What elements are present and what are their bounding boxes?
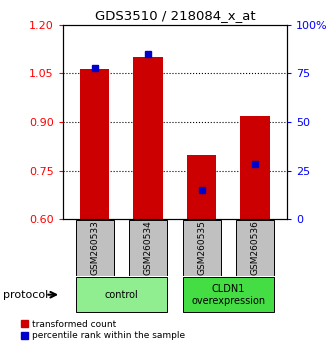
Text: CLDN1
overexpression: CLDN1 overexpression xyxy=(191,284,265,306)
Text: GSM260533: GSM260533 xyxy=(90,220,99,275)
Bar xyxy=(134,57,163,219)
Bar xyxy=(182,277,274,312)
Bar xyxy=(76,220,114,275)
Bar xyxy=(129,220,167,275)
Legend: transformed count, percentile rank within the sample: transformed count, percentile rank withi… xyxy=(21,320,185,340)
Bar xyxy=(187,155,216,219)
Title: GDS3510 / 218084_x_at: GDS3510 / 218084_x_at xyxy=(95,9,255,22)
Bar xyxy=(182,220,220,275)
Text: control: control xyxy=(105,290,138,300)
Text: protocol: protocol xyxy=(3,290,49,300)
Bar xyxy=(236,220,274,275)
Text: GSM260535: GSM260535 xyxy=(197,220,206,275)
Text: GSM260536: GSM260536 xyxy=(250,220,259,275)
Bar xyxy=(240,116,270,219)
Bar xyxy=(76,277,167,312)
Text: GSM260534: GSM260534 xyxy=(144,221,153,275)
Bar xyxy=(80,69,110,219)
